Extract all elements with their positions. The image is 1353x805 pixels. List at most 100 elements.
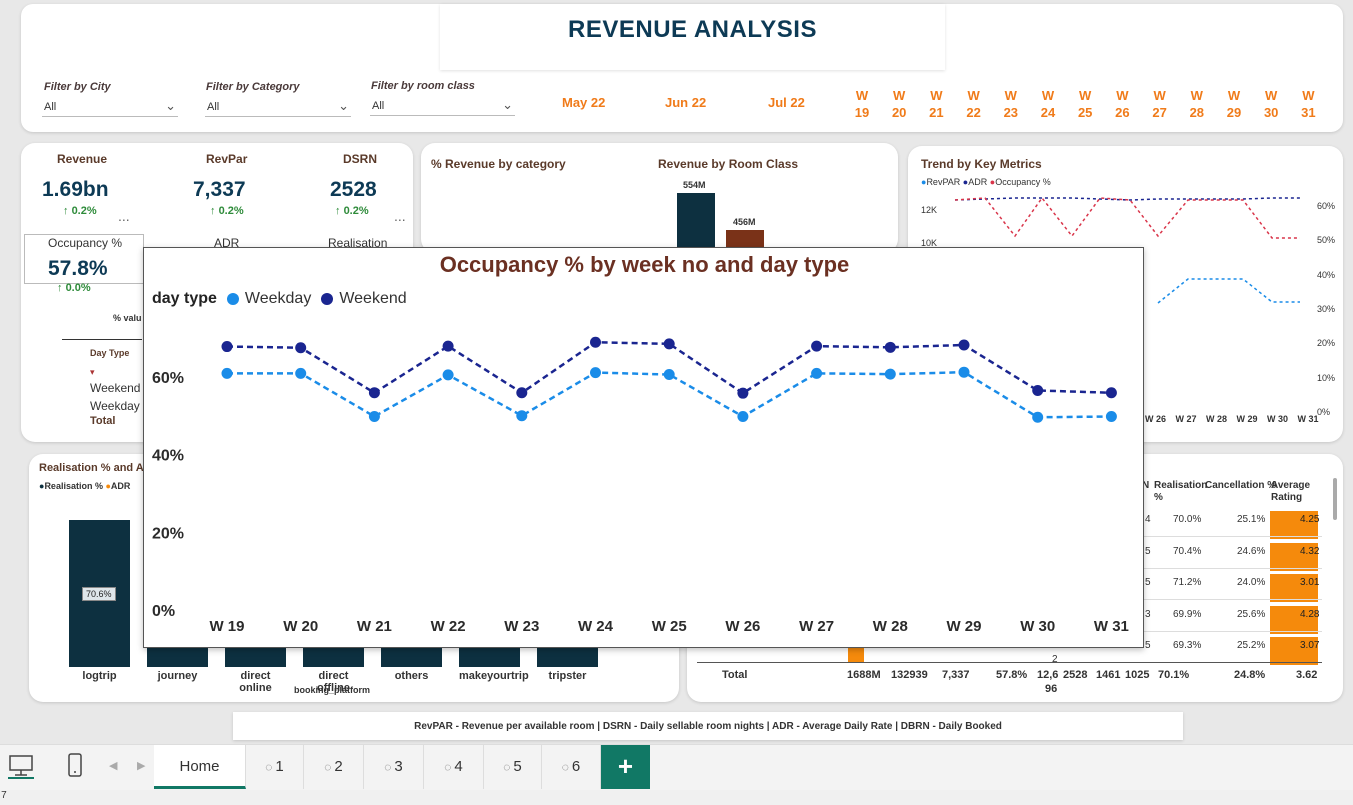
data-point-weekday[interactable] — [295, 367, 307, 379]
data-point-weekday[interactable] — [811, 367, 823, 379]
tab-hidden-page[interactable]: ◌ 2 — [304, 745, 364, 789]
week-slicer-item[interactable]: W 26 — [1112, 87, 1132, 121]
row-cancellation: 25.1% — [1237, 514, 1266, 525]
week-slicer-item[interactable]: W 22 — [964, 87, 984, 121]
more-options-icon[interactable]: ... — [394, 208, 406, 224]
platform-bar-journey[interactable] — [147, 648, 208, 667]
week-prefix: W — [893, 88, 906, 103]
data-point-weekend[interactable] — [958, 339, 970, 351]
more-options-icon[interactable]: ... — [118, 208, 130, 224]
data-point-weekend[interactable] — [1105, 387, 1117, 399]
month-jun[interactable]: Jun 22 — [665, 95, 707, 110]
extra-digit: 2 — [1052, 654, 1058, 665]
data-point-weekend[interactable] — [737, 387, 749, 399]
room-class-filter-select[interactable]: All ⌄ — [370, 96, 515, 116]
occupancy-change: ↑ 0.0% — [57, 282, 91, 294]
category-filter-label: Filter by Category — [206, 81, 300, 93]
title-box: REVENUE ANALYSIS — [440, 4, 945, 70]
adr-legend-dot: ● — [105, 481, 111, 491]
data-point-weekday[interactable] — [884, 368, 896, 380]
phone-view-icon[interactable] — [66, 752, 84, 780]
data-point-weekday[interactable] — [590, 367, 601, 379]
dsrn-change-value: 0.2% — [343, 205, 369, 217]
weekday-legend-dot — [226, 293, 239, 305]
data-point-weekend[interactable] — [811, 340, 823, 352]
week-slicer-item[interactable]: W 25 — [1075, 87, 1095, 121]
day-type-total: Total — [90, 415, 116, 427]
data-point-weekday[interactable] — [663, 369, 675, 381]
data-point-weekend[interactable] — [590, 336, 601, 348]
weekend-legend-label[interactable]: Weekend — [339, 290, 407, 307]
total-c3: 7,337 — [942, 669, 970, 681]
category-filter-select[interactable]: All ⌄ — [205, 97, 351, 117]
week-slicer-item[interactable]: W 27 — [1150, 87, 1170, 121]
data-point-weekend[interactable] — [663, 338, 675, 350]
week-prefix: W — [1153, 88, 1166, 103]
rating-bar — [1270, 511, 1318, 539]
data-point-weekend[interactable] — [884, 341, 896, 353]
platform-bar-others[interactable] — [381, 648, 442, 667]
weekday-legend-label[interactable]: Weekday — [244, 290, 312, 307]
week-prefix: W — [1227, 88, 1241, 103]
data-point-weekend[interactable] — [516, 387, 528, 399]
week-slicer-item[interactable]: W 28 — [1187, 87, 1207, 121]
data-point-weekday[interactable] — [221, 367, 233, 379]
footer-note: RevPAR - Revenue per available room | DS… — [233, 712, 1183, 740]
week-slicer-item[interactable]: W 30 — [1261, 87, 1281, 121]
week-slicer-item[interactable]: W 24 — [1038, 87, 1058, 121]
platform-bar-direct-offline[interactable] — [303, 648, 364, 667]
platform-bar-makeyourtrip[interactable] — [459, 648, 520, 667]
add-page-button[interactable]: + — [601, 745, 650, 789]
row-realisation: 70.4% — [1173, 545, 1202, 557]
sort-arrow-icon[interactable]: ▾ — [90, 367, 95, 377]
revenue-category-card — [421, 143, 898, 253]
week-slicer-item[interactable]: W 23 — [1001, 87, 1021, 121]
trend-right-tick: 20% — [1317, 338, 1336, 349]
data-point-weekend[interactable] — [295, 342, 307, 354]
desktop-view-icon[interactable] — [7, 753, 35, 779]
prev-page-icon[interactable]: ◀ — [109, 760, 118, 772]
tab-home[interactable]: Home — [154, 745, 246, 789]
next-page-icon[interactable]: ▶ — [137, 760, 146, 772]
hidden-eye-icon: ◌ — [444, 760, 452, 774]
data-point-weekday[interactable] — [737, 410, 749, 422]
data-point-weekday[interactable] — [516, 410, 528, 422]
tab-hidden-page[interactable]: ◌ 5 — [484, 745, 542, 789]
week-number: 28 — [1189, 105, 1205, 120]
data-point-weekend[interactable] — [1032, 384, 1044, 396]
week-number: 19 — [854, 105, 870, 120]
tab-hidden-page[interactable]: ◌ 4 — [424, 745, 484, 789]
data-point-weekday[interactable] — [442, 369, 454, 381]
row-cancellation: 24.0% — [1237, 577, 1266, 588]
adr-legend-label: ADR — [968, 177, 988, 187]
x-tick-label: W 31 — [1094, 618, 1129, 635]
tab-hidden-page[interactable]: ◌ 3 — [364, 745, 424, 789]
platform-bar-direct-online[interactable] — [225, 648, 286, 667]
data-point-weekday[interactable] — [958, 366, 970, 378]
week-slicer-item[interactable]: W 31 — [1298, 87, 1318, 121]
platform-label: tripster — [548, 670, 587, 682]
week-slicer-item[interactable]: W 21 — [926, 87, 946, 121]
row-realisation: 69.9% — [1173, 608, 1202, 620]
week-slicer-item[interactable]: W 20 — [889, 87, 909, 121]
total-cancellation: 24.8% — [1234, 669, 1266, 681]
platform-bar-tripster[interactable] — [537, 648, 598, 667]
data-point-weekend[interactable] — [368, 387, 380, 399]
month-may[interactable]: May 22 — [562, 95, 606, 110]
tab-hidden-page[interactable]: ◌ 1 — [246, 745, 304, 789]
row-n: 3 — [1145, 608, 1151, 620]
data-point-weekend[interactable] — [221, 341, 233, 353]
data-point-weekday[interactable] — [1105, 410, 1117, 422]
week-slicer-item[interactable]: W 19 — [852, 87, 872, 121]
week-slicer-item[interactable]: W 29 — [1224, 87, 1244, 121]
room-bar-1[interactable] — [677, 193, 715, 253]
data-point-weekday[interactable] — [1032, 411, 1044, 423]
table-scrollbar[interactable] — [1333, 478, 1337, 520]
tab-hidden-page[interactable]: ◌ 6 — [542, 745, 601, 789]
city-filter-label: Filter by City — [44, 81, 111, 93]
month-jul[interactable]: Jul 22 — [768, 95, 805, 110]
data-point-weekend[interactable] — [442, 340, 454, 352]
col-header-n: N — [1142, 480, 1150, 491]
data-point-weekday[interactable] — [368, 410, 380, 422]
city-filter-select[interactable]: All ⌄ — [42, 97, 178, 117]
